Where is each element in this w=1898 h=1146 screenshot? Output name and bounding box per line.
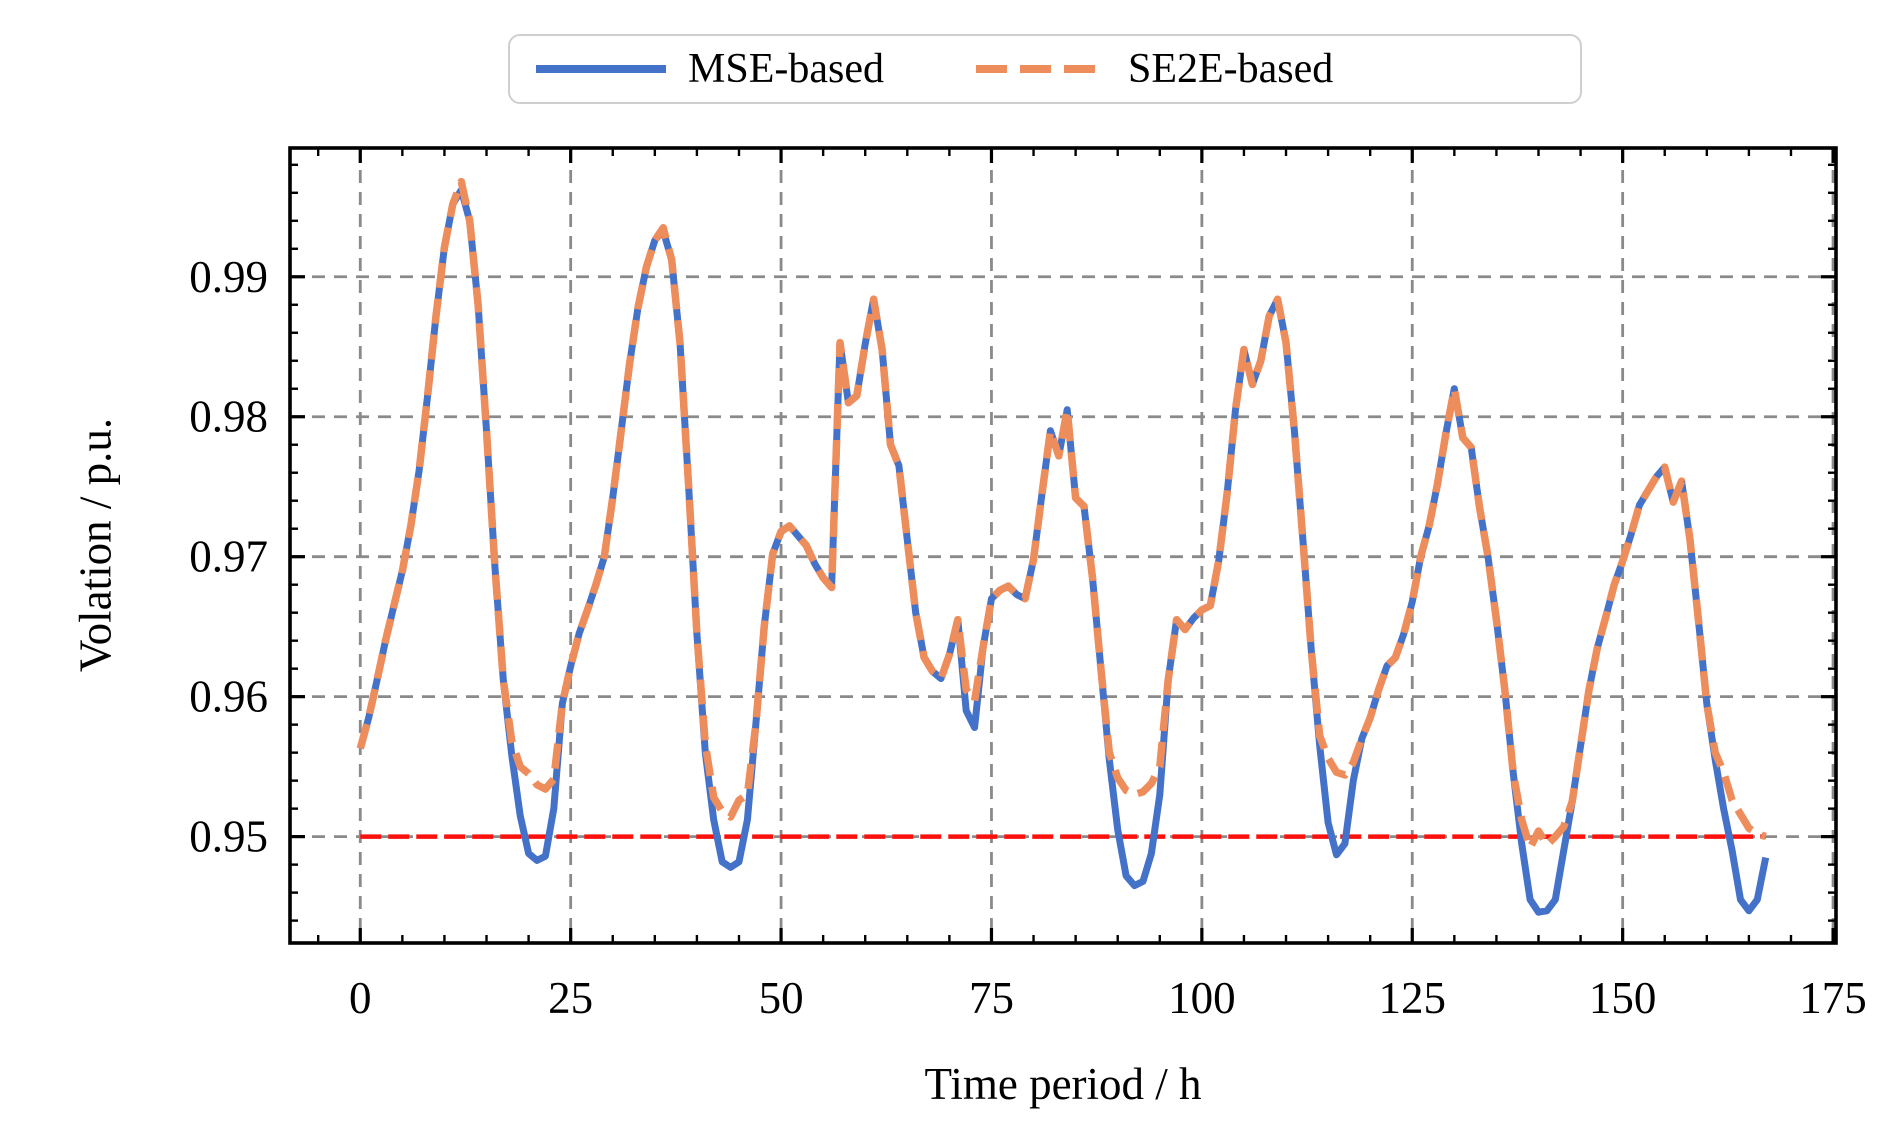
x-tick-label: 150 [1589, 973, 1657, 1023]
x-tick-label: 100 [1168, 973, 1236, 1023]
y-tick-label: 0.95 [189, 812, 268, 862]
y-tick-label: 0.98 [189, 392, 268, 442]
legend-label-se2e: SE2E-based [1127, 46, 1334, 92]
series-line-se2e [356, 177, 1767, 852]
legend-item-mse: MSE-based [536, 45, 884, 93]
x-tick-label: 50 [759, 973, 804, 1023]
legend-label-mse: MSE-based [688, 46, 884, 92]
x-tick-label: 175 [1799, 973, 1867, 1023]
se2e-line-sample-icon [975, 65, 1106, 73]
mse-line-sample-icon [536, 65, 666, 73]
plot-border [288, 146, 1838, 945]
legend: MSE-based SE2E-based [508, 34, 1582, 104]
x-axis-label: Time period / h [924, 1059, 1202, 1109]
x-tick-label: 0 [349, 973, 372, 1023]
x-tick-label: 75 [969, 973, 1014, 1023]
y-tick-label: 0.96 [189, 672, 268, 722]
x-tick-label: 125 [1379, 973, 1447, 1023]
y-tick-label: 0.97 [189, 532, 268, 582]
y-axis-label: Volation / p.u. [70, 417, 121, 673]
x-tick-label: 25 [548, 973, 593, 1023]
y-tick-label: 0.99 [189, 252, 268, 302]
legend-item-se2e: SE2E-based [975, 45, 1334, 93]
